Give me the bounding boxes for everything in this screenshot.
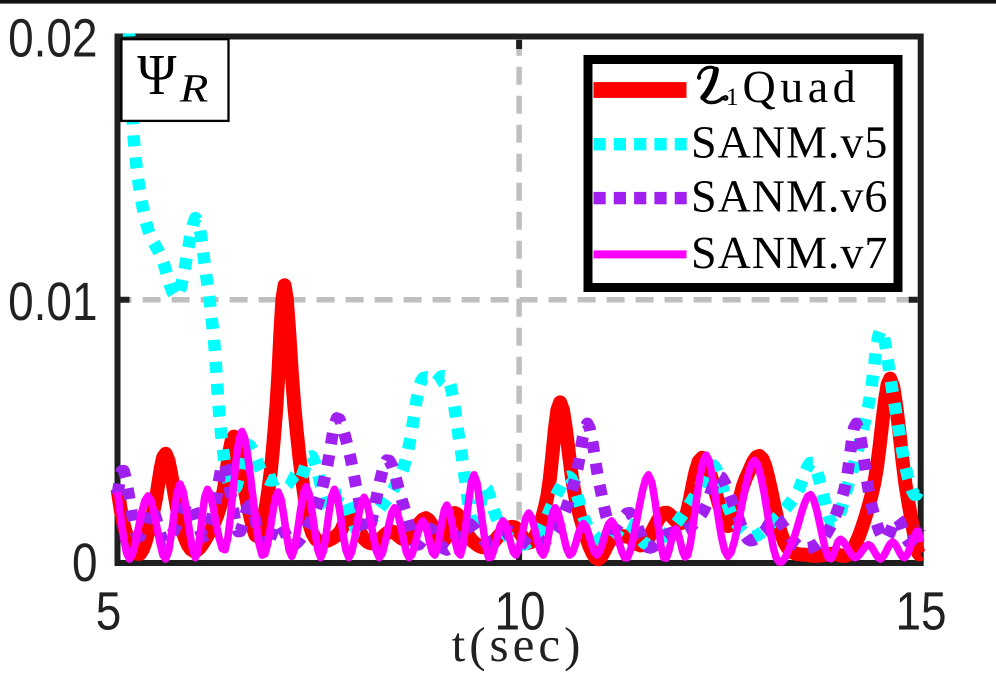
svg-text:0.01: 0.01 bbox=[8, 272, 97, 332]
svg-text:SANM.v6: SANM.v6 bbox=[691, 171, 888, 222]
svg-text:R: R bbox=[179, 66, 209, 111]
svg-text:1: 1 bbox=[726, 84, 739, 111]
svg-text:Ψ: Ψ bbox=[137, 42, 176, 107]
svg-text:t(sec): t(sec) bbox=[452, 617, 585, 672]
svg-text:0: 0 bbox=[72, 533, 98, 593]
svg-text:Quad: Quad bbox=[743, 61, 861, 112]
svg-text:SANM.v7: SANM.v7 bbox=[691, 227, 888, 278]
svg-text:0.02: 0.02 bbox=[8, 9, 97, 69]
svg-text:SANM.v5: SANM.v5 bbox=[691, 117, 888, 168]
svg-text:15: 15 bbox=[895, 582, 946, 642]
svg-text:10: 10 bbox=[494, 582, 545, 642]
svg-text:5: 5 bbox=[96, 582, 122, 642]
